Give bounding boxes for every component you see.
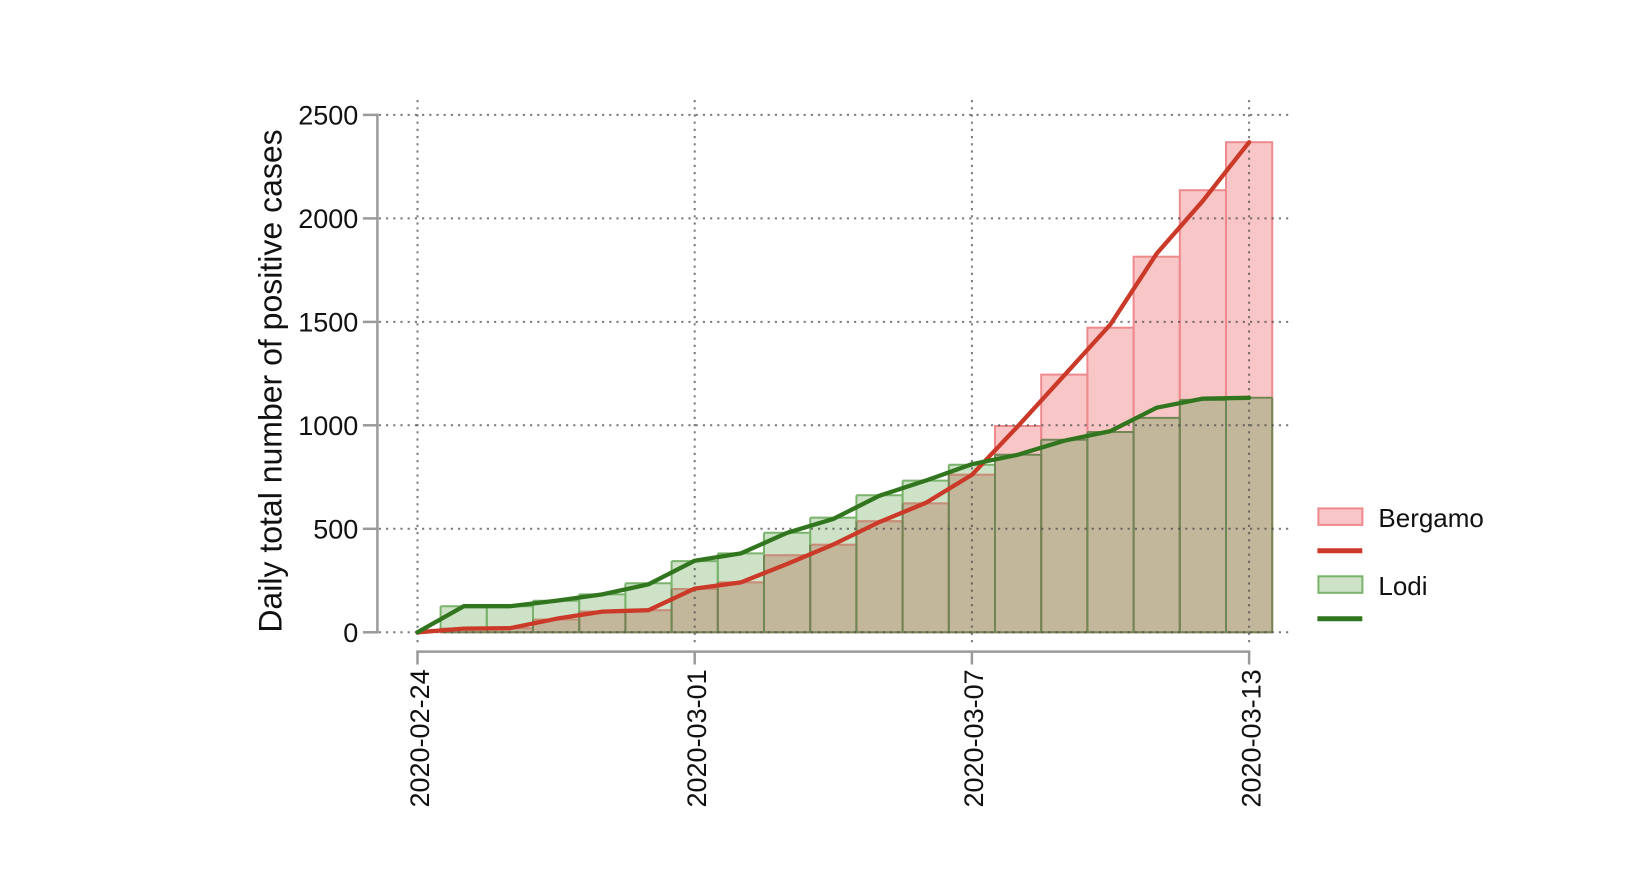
svg-text:Bergamo: Bergamo — [1378, 503, 1484, 533]
svg-text:2020-03-01: 2020-03-01 — [682, 669, 712, 807]
svg-text:2500: 2500 — [298, 101, 358, 131]
svg-text:2000: 2000 — [298, 204, 358, 234]
svg-text:1500: 1500 — [298, 308, 358, 338]
svg-text:2020-02-24: 2020-02-24 — [405, 669, 435, 807]
svg-text:1000: 1000 — [298, 411, 358, 441]
svg-text:0: 0 — [343, 618, 358, 648]
svg-text:Lodi: Lodi — [1378, 571, 1427, 601]
svg-text:Daily total number of positive: Daily total number of positive cases — [253, 129, 289, 632]
svg-text:2020-03-13: 2020-03-13 — [1236, 669, 1266, 807]
svg-text:500: 500 — [313, 514, 358, 544]
svg-text:2020-03-07: 2020-03-07 — [959, 669, 989, 807]
